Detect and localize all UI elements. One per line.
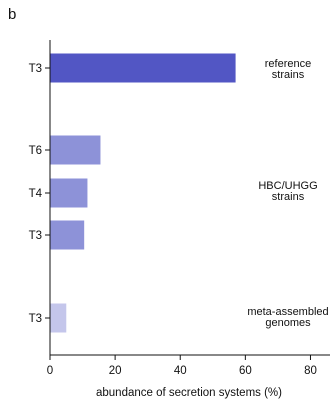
x-axis-title: abundance of secretion systems (%) — [96, 387, 282, 399]
group-label-0-line-0: reference — [265, 58, 311, 70]
group-label-0-line-1: strains — [272, 69, 305, 81]
y-tick-label-0: T3 — [29, 63, 42, 75]
y-tick-label-2: T4 — [29, 188, 43, 200]
bar-3 — [50, 220, 85, 250]
y-tick-label-1: T6 — [29, 145, 42, 157]
group-label-2: meta-assembled genomes — [247, 306, 328, 329]
y-tick-label-3: T3 — [29, 230, 42, 242]
bar-1 — [50, 135, 101, 165]
bar-2 — [50, 178, 88, 208]
group-label-2-line-0: meta-assembled — [247, 306, 328, 318]
panel-label: b — [8, 6, 17, 23]
group-label-1: HBC/UHGG strains — [258, 180, 317, 203]
bar-4 — [50, 303, 67, 333]
x-tick-label-2: 40 — [174, 365, 187, 377]
x-tick-label-4: 80 — [304, 365, 317, 377]
group-label-0: reference strains — [265, 58, 311, 81]
x-tick-label-0: 0 — [47, 365, 53, 377]
bar-0 — [50, 53, 236, 83]
y-tick-label-4: T3 — [29, 313, 42, 325]
group-label-1-line-0: HBC/UHGG — [258, 180, 317, 192]
x-tick-label-3: 60 — [239, 365, 252, 377]
x-tick-label-1: 20 — [109, 365, 122, 377]
group-label-1-line-1: strains — [272, 191, 305, 203]
group-label-2-line-1: genomes — [265, 317, 311, 329]
